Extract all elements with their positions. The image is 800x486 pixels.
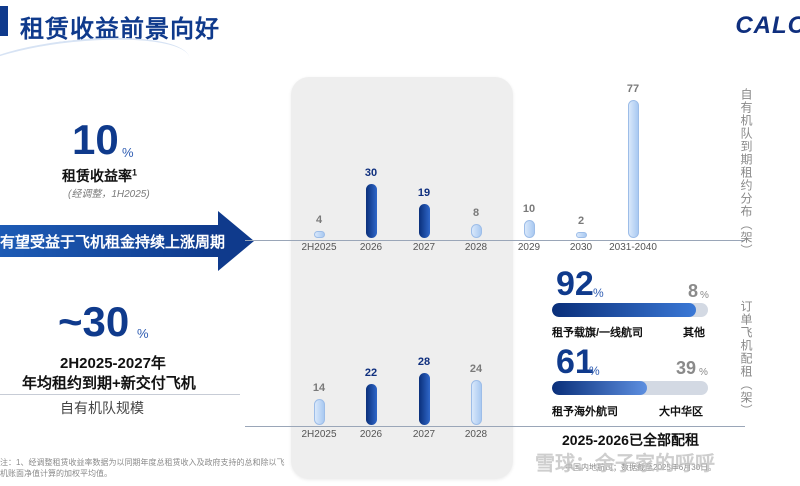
order-placement-bar	[419, 373, 430, 425]
other-label: 其他	[683, 327, 705, 339]
overseas-share-fill	[552, 381, 647, 395]
lease-expiry-bar	[419, 204, 430, 238]
lease-expiry-tick-label: 2H2025	[301, 242, 337, 253]
greater-china-unit: %	[699, 367, 708, 378]
lease-expiry-bar	[576, 232, 587, 238]
divider	[0, 394, 240, 395]
top-chart-side-label: 自有机队到期租约分布（架）	[739, 88, 753, 257]
top-chart-axis	[245, 240, 745, 241]
yield-label-text: 租赁收益率	[62, 168, 132, 184]
order-placement-tick-label: 2026	[359, 429, 383, 440]
footnote-right: 中国内地航司；数据截至2025年6月30日。	[565, 463, 717, 472]
arrow-head	[218, 211, 254, 271]
expiry-desc: 年均租约到期+新交付飞机	[22, 375, 196, 392]
yield-label: 租赁收益率1	[62, 166, 137, 186]
lease-expiry-tick-label: 2031-2040	[609, 242, 657, 253]
expiry-fleet-label: 自有机队规模	[60, 400, 144, 416]
watermark: 雪球：余子家的呼呼	[535, 453, 715, 475]
expiry-period: 2H2025-2027年	[60, 355, 166, 372]
yield-note: (经调整，1H2025)	[68, 189, 150, 200]
lease-expiry-bar	[471, 224, 482, 238]
lease-expiry-tick-label: 2027	[412, 242, 436, 253]
bottom-chart-side-label: 订单飞机配租（架）	[739, 300, 753, 417]
lease-expiry-value-label: 2	[577, 215, 585, 227]
expiry-value: ~30	[58, 298, 130, 345]
flag-carrier-share-fill	[552, 303, 696, 317]
arrow-shaft	[0, 225, 220, 257]
overseas-label: 租予海外航司	[552, 406, 618, 418]
other-value: 8	[688, 281, 699, 301]
order-placement-bar	[366, 384, 377, 425]
order-placement-tick-label: 2H2025	[301, 429, 337, 440]
yield-value: 10	[72, 116, 119, 163]
yield-footnote-mark: 1	[132, 167, 138, 178]
growth-arrow: 有望受益于飞机租金持续上涨周期	[0, 211, 255, 271]
order-placement-value-label: 28	[417, 356, 431, 368]
lease-expiry-value-label: 19	[417, 187, 431, 199]
header-bar: 租赁收益前景向好 CALC	[0, 0, 800, 44]
order-placement-bar	[471, 380, 482, 425]
company-logo: CALC	[735, 12, 800, 39]
lease-expiry-value-label: 30	[364, 167, 378, 179]
overseas-share-bar	[552, 381, 708, 395]
lease-expiry-bar	[628, 100, 639, 238]
overseas-unit: %	[589, 364, 600, 378]
lease-expiry-tick-label: 2026	[359, 242, 383, 253]
greater-china-value: 39	[676, 358, 697, 378]
arrow-text: 有望受益于飞机租金持续上涨周期	[0, 234, 226, 251]
overseas-value: 61	[556, 343, 594, 381]
order-placement-tick-label: 2028	[464, 429, 488, 440]
lease-expiry-value-label: 77	[626, 83, 640, 95]
yield-unit: %	[122, 145, 134, 160]
flag-carrier-unit: %	[593, 286, 604, 300]
bottom-chart-axis	[245, 426, 745, 427]
footnote-left: 注：1、经调整租赁收益率数据为以同期年度总租赁收入及政府支持的总和除以飞机账面净…	[0, 458, 285, 478]
order-placement-value-label: 22	[364, 367, 378, 379]
lease-expiry-tick-label: 2029	[517, 242, 541, 253]
page-title: 租赁收益前景向好	[20, 16, 220, 43]
other-unit: %	[700, 290, 709, 301]
lease-expiry-value-label: 4	[315, 214, 323, 226]
order-placement-value-label: 24	[469, 363, 483, 375]
order-placement-tick-label: 2027	[412, 429, 436, 440]
lease-expiry-value-label: 8	[472, 207, 480, 219]
flag-carrier-label: 租予载旗/一线航司	[552, 327, 644, 339]
lease-expiry-value-label: 10	[522, 203, 536, 215]
expiry-unit: %	[137, 326, 149, 341]
order-placement-bar	[314, 399, 325, 425]
order-placement-value-label: 14	[312, 382, 326, 394]
lease-expiry-tick-label: 2030	[569, 242, 593, 253]
title-accent	[0, 6, 8, 36]
placement-footer: 2025-2026已全部配租	[562, 432, 699, 448]
lease-expiry-bar	[524, 220, 535, 238]
lease-expiry-bar	[366, 184, 377, 238]
lease-expiry-bar	[314, 231, 325, 238]
greater-china-label: 大中华区	[659, 406, 703, 418]
lease-expiry-tick-label: 2028	[464, 242, 488, 253]
flag-carrier-share-bar	[552, 303, 708, 317]
flag-carrier-value: 92	[556, 265, 594, 303]
